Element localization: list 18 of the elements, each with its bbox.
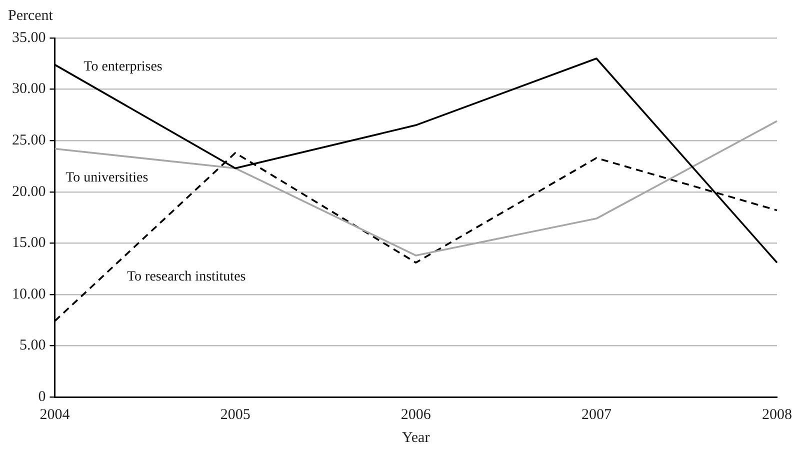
series-label: To research institutes (126, 269, 246, 284)
x-tick-label: 2004 (40, 406, 70, 423)
y-tick-label: 30.00 (12, 81, 46, 98)
x-tick-label: 2005 (220, 406, 250, 423)
y-tick-label: 35.00 (12, 30, 46, 46)
y-tick-label: 15.00 (12, 235, 46, 252)
series-label: To universities (66, 170, 148, 186)
x-tick-label: 2006 (400, 406, 432, 423)
y-tick-label: 5.00 (20, 338, 46, 354)
y-axis-title: Percent (8, 8, 53, 25)
x-axis-title: Year (402, 430, 430, 446)
x-tick-label: 2008 (762, 406, 792, 423)
y-tick-label: 10.00 (12, 286, 46, 302)
y-tick-label: 25.00 (12, 132, 46, 149)
y-tick-label: 0 (38, 388, 46, 405)
series-label: To enterprises (84, 59, 162, 74)
y-tick-label: 20.00 (12, 184, 46, 200)
x-tick-label: 2007 (581, 406, 612, 423)
